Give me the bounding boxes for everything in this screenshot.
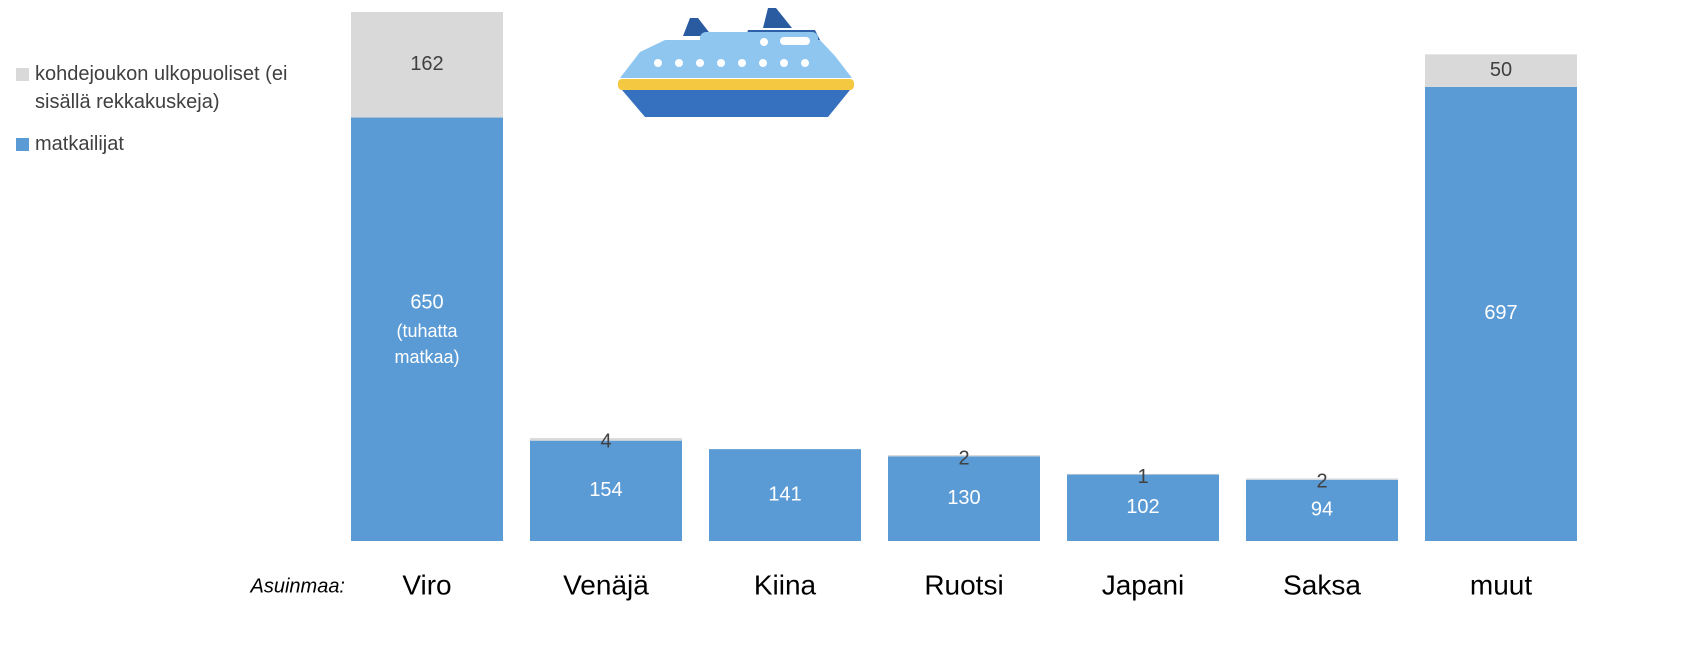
ship-icon: [618, 8, 854, 117]
bar-segment: [888, 455, 1040, 457]
x-tick-label: muut: [1470, 569, 1532, 600]
x-tick-label: Kiina: [754, 569, 817, 600]
legend-label: matkailijat: [35, 133, 124, 155]
legend-swatch: [16, 138, 29, 151]
data-label: 1: [1137, 466, 1148, 488]
data-label: 50: [1490, 59, 1512, 81]
data-label: 2: [958, 447, 969, 469]
x-tick-label: Japani: [1102, 569, 1185, 600]
x-axis-label: Asuinmaa:: [250, 575, 346, 597]
legend-item: matkailijat: [14, 130, 314, 158]
data-label: 4: [600, 430, 611, 452]
bar-segment: [1246, 478, 1398, 480]
bar-segment: [888, 456, 1040, 541]
data-label: 102: [1126, 496, 1159, 518]
legend-swatch: [16, 68, 29, 81]
x-tick-label: Ruotsi: [924, 569, 1003, 600]
bar-segment: [351, 12, 503, 118]
bar-segment: [709, 449, 861, 541]
bar-segment: [530, 438, 682, 441]
data-label: 697: [1484, 302, 1517, 324]
x-tick-label: Saksa: [1283, 569, 1361, 600]
bar-segment: [351, 117, 503, 542]
data-label: 130: [947, 487, 980, 509]
data-label: 154: [589, 479, 622, 501]
x-tick-label: Viro: [402, 569, 451, 600]
legend-label: kohdejoukon ulkopuoliset (ei sisällä rek…: [35, 63, 288, 113]
bar-segment: [1067, 474, 1219, 541]
data-label: 2: [1316, 471, 1327, 493]
legend: kohdejoukon ulkopuoliset (ei sisällä rek…: [14, 60, 314, 172]
legend-item: kohdejoukon ulkopuoliset (ei sisällä rek…: [14, 60, 314, 116]
annotation: (tuhatta matkaa): [394, 321, 460, 368]
data-label: 141: [768, 483, 801, 505]
x-tick-label: Venäjä: [563, 569, 649, 600]
bar-segment: [1425, 86, 1577, 541]
data-label: 94: [1311, 499, 1333, 521]
data-label: 650: [410, 292, 443, 314]
bar-segment: [1067, 473, 1219, 475]
data-label: 162: [410, 53, 443, 75]
bar-segment: [530, 440, 682, 541]
bar-segment: [1425, 54, 1577, 87]
bar-segment: [1246, 479, 1398, 541]
